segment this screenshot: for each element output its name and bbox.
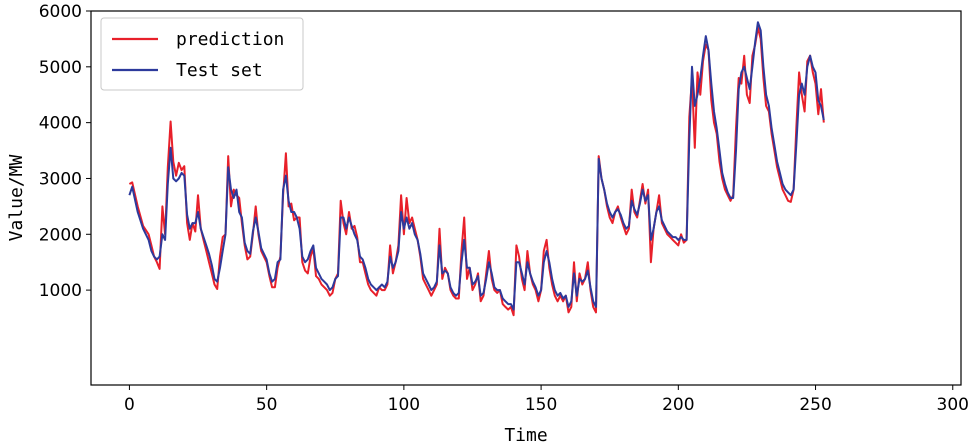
legend-box	[100, 17, 304, 91]
x-tick-label: 0	[124, 395, 135, 415]
x-tick-label: 200	[662, 395, 694, 415]
y-tick-label: 1000	[39, 281, 82, 301]
series-lines	[128, 21, 825, 317]
y-tick-label: 2000	[39, 225, 82, 245]
y-tick-label: 5000	[39, 58, 82, 78]
legend: prediction Test set	[100, 17, 304, 91]
x-axis-label: Time	[504, 425, 547, 445]
legend-label-test-set: Test set	[176, 60, 263, 81]
x-tick-label: 50	[256, 395, 278, 415]
y-axis-label: Value/MW	[6, 154, 27, 241]
x-tick-label: 300	[937, 395, 969, 415]
y-tick-label: 6000	[39, 2, 82, 22]
y-tick-label: 4000	[39, 114, 82, 134]
axis-ticks: 0 50 100 150 200 250 300 1000 2000 3000 4000 5000 60…	[39, 2, 969, 415]
series-line-test-set	[128, 21, 825, 311]
x-tick-label: 150	[525, 395, 557, 415]
x-tick-label: 100	[388, 395, 420, 415]
legend-label-prediction: prediction	[176, 29, 284, 50]
x-tick-label: 250	[799, 395, 831, 415]
plot-frame	[90, 10, 962, 386]
y-tick-label: 3000	[39, 169, 82, 189]
